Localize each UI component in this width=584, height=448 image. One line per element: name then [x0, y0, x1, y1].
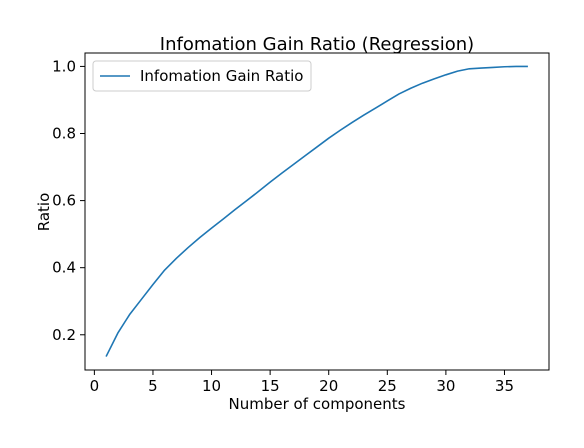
series-layer: [105, 65, 528, 357]
series-line: [105, 65, 528, 357]
x-axis-label: Number of components: [229, 395, 406, 413]
x-axis: 0 5 10 15 20 25 30 35: [90, 370, 514, 395]
x-tick-label: 5: [148, 377, 158, 395]
x-tick-label: 15: [261, 377, 280, 395]
x-tick-label: 20: [319, 377, 338, 395]
legend-label: Infomation Gain Ratio: [140, 67, 303, 85]
y-axis-label: Ratio: [35, 193, 53, 232]
y-axis: 0.2 0.4 0.6 0.8 1.0: [52, 57, 85, 344]
x-tick-label: 30: [436, 377, 455, 395]
x-tick-label: 25: [378, 377, 397, 395]
y-tick-label: 0.8: [52, 125, 76, 143]
chart-title: Infomation Gain Ratio (Regression): [160, 34, 474, 55]
legend: Infomation Gain Ratio: [92, 60, 312, 92]
legend-box: [92, 60, 312, 92]
y-tick-label: 0.4: [52, 259, 76, 277]
plot-area: [84, 52, 550, 371]
y-tick-label: 1.0: [52, 57, 76, 75]
x-tick-label: 0: [90, 377, 100, 395]
y-tick-label: 0.2: [52, 326, 76, 344]
x-tick-label: 10: [202, 377, 221, 395]
y-tick-label: 0.6: [52, 192, 76, 210]
x-tick-label: 35: [495, 377, 514, 395]
